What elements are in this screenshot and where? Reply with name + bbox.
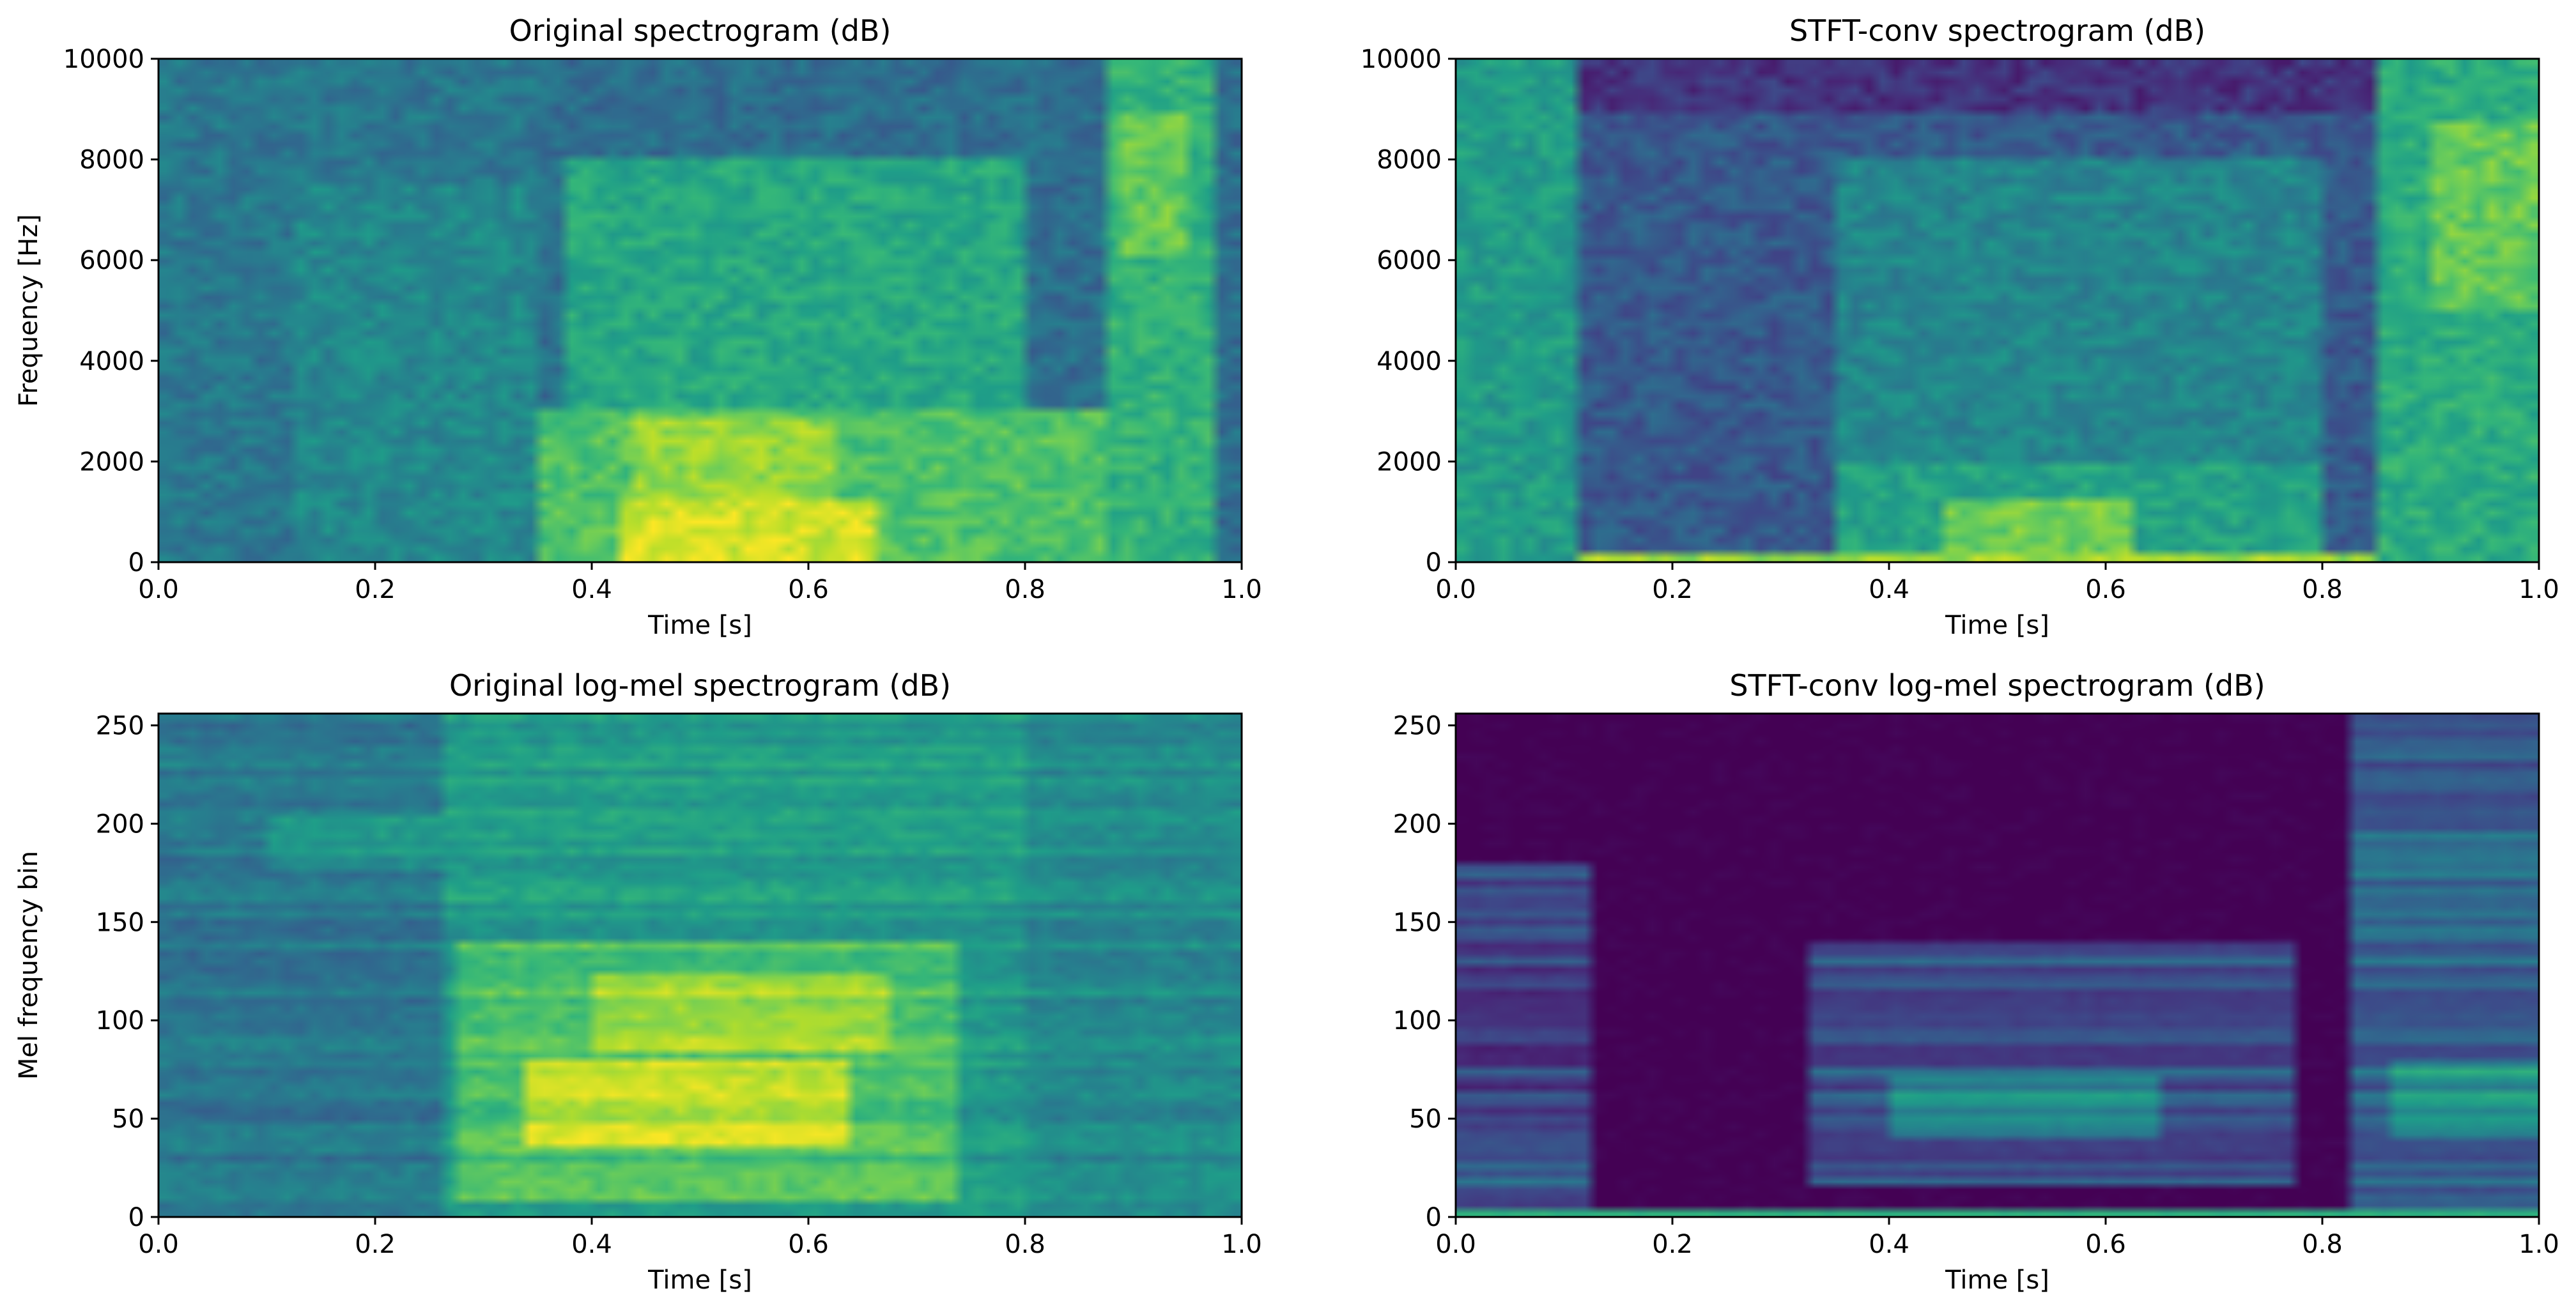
x-tick-label: 1.0	[2518, 575, 2559, 604]
x-axis-label: Time [s]	[647, 1266, 752, 1295]
axes-frame	[1454, 712, 2540, 1218]
x-tick-label: 0.4	[1869, 1230, 1909, 1259]
x-tick-label: 0.6	[2085, 575, 2126, 604]
x-tick-label: 0.8	[1005, 575, 1045, 604]
y-tick-label: 250	[96, 711, 144, 740]
axes-frame	[1454, 57, 2540, 563]
x-tick-label: 0.6	[788, 1230, 829, 1259]
y-tick-label: 100	[1393, 1006, 1442, 1036]
y-tick-label: 4000	[79, 347, 144, 376]
x-tick-label: 0.0	[1435, 1230, 1476, 1259]
y-tick-label: 50	[1409, 1105, 1442, 1134]
y-axis-label: Mel frequency bin	[14, 851, 43, 1080]
y-tick-label: 0	[128, 1203, 144, 1232]
heatmap-image	[1456, 59, 2539, 562]
x-tick-label: 0.0	[138, 575, 179, 604]
y-tick-label: 8000	[79, 146, 144, 175]
y-tick-label: 250	[1393, 711, 1442, 740]
x-tick-label: 0.2	[1652, 1230, 1693, 1259]
x-axis-label: Time [s]	[1945, 611, 2049, 640]
chart-original-spectrogram: 0.0 0.2 0.4 0.6 0.8 1.0 0 2000 4000 6000 8000 10000…	[14, 13, 1262, 640]
y-tick-label: 2000	[1377, 447, 1442, 477]
x-tick-label: 0.8	[2302, 575, 2343, 604]
x-tick-label: 0.0	[1435, 575, 1476, 604]
x-axis-label: Time [s]	[647, 611, 752, 640]
y-tick-label: 8000	[1377, 146, 1442, 175]
axes-frame	[157, 712, 1243, 1218]
x-tick-label: 0.4	[571, 575, 612, 604]
x-tick-label: 0.2	[1652, 575, 1693, 604]
chart-stft-conv-spectrogram: 0.0 0.2 0.4 0.6 0.8 1.0 0 2000 4000 6000 8000 10000…	[1361, 13, 2559, 640]
chart-title: STFT-conv log-mel spectrogram (dB)	[1729, 668, 2265, 703]
heatmap-image	[158, 59, 1242, 562]
x-tick-label: 0.0	[138, 1230, 179, 1259]
y-tick-label: 4000	[1377, 347, 1442, 376]
x-tick-label: 1.0	[1221, 575, 1262, 604]
y-tick-label: 6000	[79, 246, 144, 275]
x-tick-label: 0.2	[355, 575, 396, 604]
x-tick-label: 0.6	[788, 575, 829, 604]
y-tick-label: 0	[128, 548, 144, 578]
axes-frame	[157, 57, 1243, 563]
y-tick-label: 10000	[1361, 45, 1442, 74]
y-tick-label: 200	[96, 809, 144, 839]
x-tick-label: 0.4	[1869, 575, 1909, 604]
y-tick-label: 6000	[1377, 246, 1442, 275]
y-tick-label: 2000	[79, 447, 144, 477]
x-tick-label: 1.0	[1221, 1230, 1262, 1259]
y-tick-label: 50	[112, 1105, 144, 1134]
y-tick-label: 10000	[63, 45, 144, 74]
heatmap-image	[1456, 714, 2539, 1217]
y-tick-label: 150	[1393, 908, 1442, 937]
chart-title: Original log-mel spectrogram (dB)	[449, 668, 951, 703]
x-tick-label: 0.8	[1005, 1230, 1045, 1259]
x-tick-label: 0.4	[571, 1230, 612, 1259]
y-tick-label: 200	[1393, 809, 1442, 839]
y-axis-label: Frequency [Hz]	[14, 214, 43, 407]
y-tick-label: 0	[1426, 548, 1442, 578]
chart-original-log-mel: 0.0 0.2 0.4 0.6 0.8 1.0 0 50 100 150 200 250 Origina…	[14, 668, 1262, 1295]
x-axis-label: Time [s]	[1945, 1266, 2049, 1295]
chart-title: Original spectrogram (dB)	[509, 13, 891, 48]
x-tick-label: 0.2	[355, 1230, 396, 1259]
heatmap-image	[158, 714, 1242, 1217]
x-tick-label: 1.0	[2518, 1230, 2559, 1259]
x-tick-label: 0.8	[2302, 1230, 2343, 1259]
chart-title: STFT-conv spectrogram (dB)	[1789, 13, 2205, 48]
y-tick-label: 150	[96, 908, 144, 937]
chart-stft-conv-log-mel: 0.0 0.2 0.4 0.6 0.8 1.0 0 50 100 150 200 250 STFT-co…	[1393, 668, 2559, 1295]
y-tick-label: 100	[96, 1006, 144, 1036]
x-tick-label: 0.6	[2085, 1230, 2126, 1259]
y-tick-label: 0	[1426, 1203, 1442, 1232]
